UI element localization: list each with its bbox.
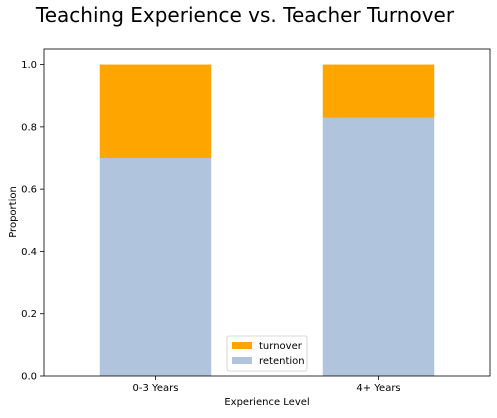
legend-swatch-turnover	[232, 342, 252, 349]
legend-label-turnover: turnover	[259, 341, 303, 352]
y-tick-label: 0.2	[21, 309, 37, 320]
y-tick-label: 0.8	[21, 122, 37, 133]
y-axis-label: Proportion	[8, 186, 19, 238]
bars-layer	[99, 64, 435, 376]
x-axis-label: Experience Level	[224, 397, 309, 408]
y-axis: 0.0 0.2 0.4 0.6 0.8 1.0	[21, 60, 44, 383]
legend-label-retention: retention	[259, 356, 305, 367]
x-tick-label: 4+ Years	[356, 383, 400, 394]
legend-swatch-retention	[232, 357, 252, 364]
bar-retention-0	[99, 158, 212, 376]
bar-turnover-1	[322, 64, 435, 118]
plot-frame	[43, 48, 491, 377]
legend: turnover retention	[226, 335, 308, 372]
bar-retention-1	[322, 117, 435, 376]
bar-turnover-0	[99, 64, 212, 158]
x-axis: 0-3 Years 4+ Years	[133, 376, 401, 394]
chart-title: Teaching Experience vs. Teacher Turnover	[35, 3, 455, 27]
y-tick-label: 1.0	[21, 60, 37, 71]
y-tick-label: 0.4	[21, 247, 37, 258]
y-tick-label: 0.0	[21, 372, 37, 383]
y-tick-label: 0.6	[21, 185, 37, 196]
x-tick-label: 0-3 Years	[133, 383, 179, 394]
